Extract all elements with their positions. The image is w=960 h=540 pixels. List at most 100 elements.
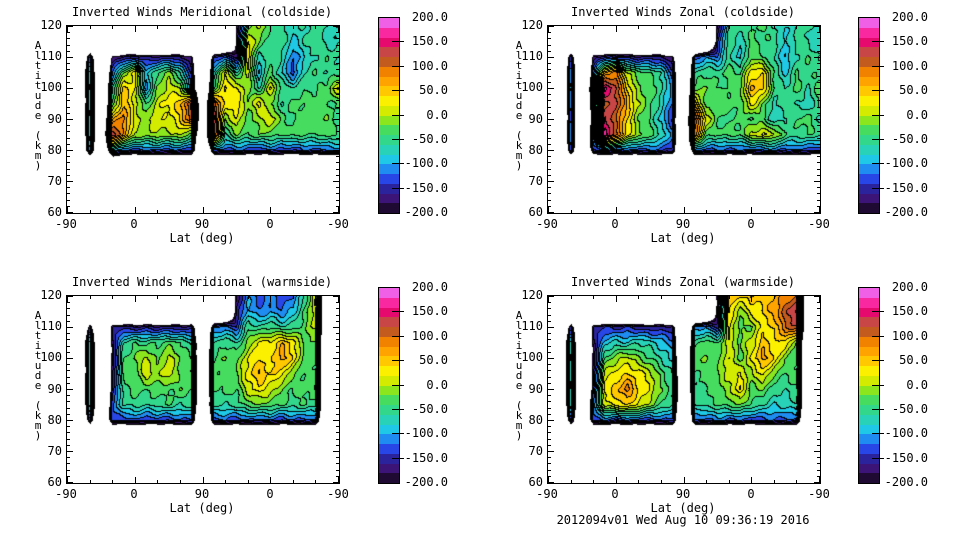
y-axis-tick (67, 401, 70, 402)
y-axis-tick (336, 125, 339, 126)
y-axis-tick (333, 482, 339, 483)
y-axis-tick (336, 408, 339, 409)
y-axis-tick (333, 57, 339, 58)
y-tick-label: 120 (521, 288, 543, 302)
colorbar-band (859, 27, 879, 38)
x-axis-tick (593, 26, 594, 29)
colorbar-band (379, 336, 399, 347)
colorbar-tick (872, 336, 884, 337)
x-axis-tick (67, 296, 68, 302)
x-axis-tick (112, 210, 113, 213)
colorbar-tick (392, 41, 404, 42)
colorbar-band (859, 37, 879, 48)
y-axis-tick (817, 457, 820, 458)
y-axis-tick (67, 420, 73, 421)
y-axis-tick (333, 212, 339, 213)
y-axis-tick (336, 200, 339, 201)
x-axis-tick (67, 477, 68, 483)
y-axis-tick (67, 445, 70, 446)
colorbar-band (859, 96, 879, 106)
y-tick-label: 120 (40, 288, 62, 302)
x-axis-tick (796, 210, 797, 213)
colorbar-tick (872, 115, 884, 116)
x-axis-tick (593, 210, 594, 213)
colorbar-band (379, 473, 399, 483)
y-axis-tick (817, 63, 820, 64)
y-axis-tick (67, 200, 70, 201)
y-axis-tick (333, 181, 339, 182)
y-axis-tick (817, 439, 820, 440)
x-tick-label: 90 (194, 217, 210, 231)
y-axis-tick (336, 94, 339, 95)
y-axis-tick (336, 69, 339, 70)
colorbar-tick-label: 100.0 (891, 329, 928, 343)
colorbar-tick-label: 200.0 (891, 280, 928, 294)
x-axis-tick (135, 207, 136, 213)
y-axis-tick (67, 181, 73, 182)
y-axis-tick (548, 377, 551, 378)
y-axis-tick (548, 45, 551, 46)
x-axis-tick (338, 296, 339, 302)
colorbar-band (379, 405, 399, 415)
y-tick-label: 110 (521, 49, 543, 63)
x-axis-tick (248, 26, 249, 29)
x-axis-tick (180, 296, 181, 299)
y-axis-tick (817, 32, 820, 33)
colorbar-band (859, 297, 879, 308)
colorbar-band (859, 375, 879, 386)
y-axis-tick (817, 401, 820, 402)
y-axis-tick (817, 107, 820, 108)
y-axis-tick (67, 451, 73, 452)
x-axis-tick (571, 480, 572, 483)
colorbar-band (859, 346, 879, 357)
colorbar-tick (392, 66, 404, 67)
y-tick-label: 60 (47, 475, 62, 489)
colorbar-tick (872, 360, 884, 361)
y-tick-label: 60 (47, 205, 62, 219)
y-axis-tick (336, 364, 339, 365)
x-axis-tick (90, 480, 91, 483)
x-axis-tick (135, 26, 136, 32)
y-axis-tick (336, 439, 339, 440)
colorbar-tick-label: 150.0 (411, 304, 448, 318)
y-axis-tick (814, 212, 820, 213)
colorbar-band (859, 307, 879, 318)
y-axis-tick (817, 352, 820, 353)
colorbar-tick-label: -50.0 (891, 132, 928, 146)
colorbar-band (379, 395, 399, 405)
x-axis-tick (180, 26, 181, 29)
y-axis-tick (336, 457, 339, 458)
colorbar-band (379, 164, 399, 174)
y-axis-tick (336, 426, 339, 427)
y-axis-tick (336, 352, 339, 353)
y-axis-tick (333, 327, 339, 328)
colorbar-band (859, 405, 879, 415)
x-axis-tick (90, 26, 91, 29)
x-axis-tick (593, 296, 594, 299)
y-axis-tick (548, 88, 554, 89)
x-axis-tick (661, 480, 662, 483)
x-axis-tick (661, 296, 662, 299)
y-axis-tick (336, 377, 339, 378)
x-axis-tick (293, 480, 294, 483)
x-tick-label: -90 (55, 217, 77, 231)
colorbar-band (859, 154, 879, 165)
x-axis-tick (248, 480, 249, 483)
y-axis-tick (817, 370, 820, 371)
colorbar-band (379, 154, 399, 165)
colorbar-band (379, 444, 399, 454)
x-axis-tick (774, 26, 775, 29)
x-tick-label: 0 (611, 217, 619, 231)
colorbar-tick-label: -50.0 (891, 402, 928, 416)
y-axis-tick (817, 175, 820, 176)
y-axis-tick (548, 125, 551, 126)
colorbar-band (859, 86, 879, 96)
y-axis-tick (817, 138, 820, 139)
colorbar-band (859, 317, 879, 327)
y-axis-tick (336, 144, 339, 145)
y-axis-tick (548, 69, 551, 70)
y-axis-tick (67, 476, 70, 477)
x-axis-tick (796, 480, 797, 483)
colorbar-tick-label: 150.0 (891, 34, 928, 48)
y-axis-tick (67, 76, 70, 77)
